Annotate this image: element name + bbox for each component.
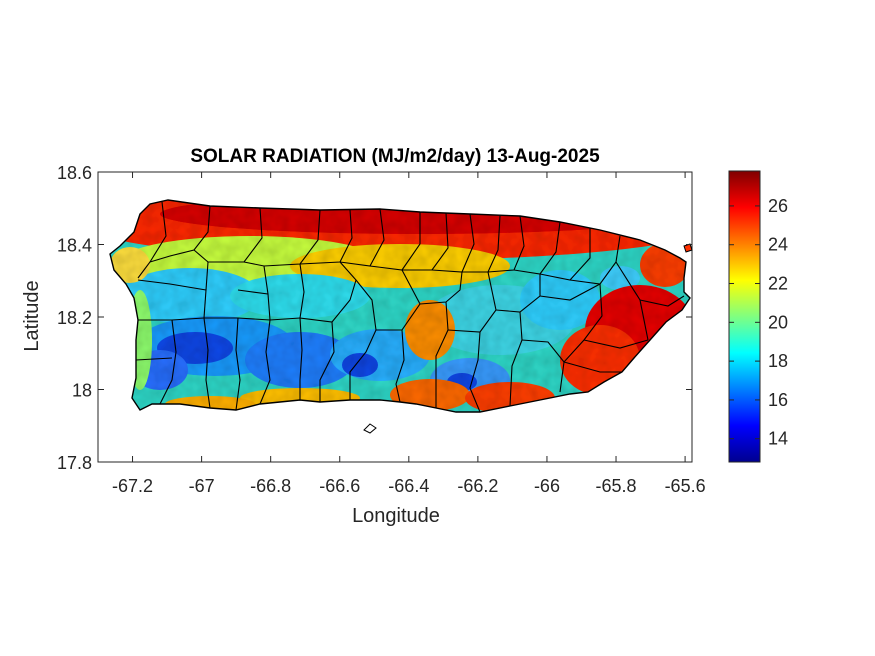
y-tick-label: 18 bbox=[72, 381, 92, 401]
colorbar-tick-label: 22 bbox=[768, 274, 788, 294]
x-axis-label: Longitude bbox=[352, 505, 440, 527]
x-tick-label: -66 bbox=[534, 476, 560, 496]
colorbar-tick-label: 18 bbox=[768, 351, 788, 371]
x-tick-label: -66.2 bbox=[457, 476, 498, 496]
x-tick-label: -66.6 bbox=[319, 476, 360, 496]
y-tick-label: 18.6 bbox=[57, 163, 92, 183]
y-tick-label: 18.2 bbox=[57, 308, 92, 328]
x-tick-label: -66.4 bbox=[388, 476, 429, 496]
x-tick-label: -66.8 bbox=[250, 476, 291, 496]
colorbar-tick-label: 14 bbox=[768, 429, 788, 449]
colorbar-tick-label: 24 bbox=[768, 235, 788, 255]
small-island bbox=[683, 243, 693, 253]
colorbar bbox=[728, 170, 761, 463]
x-axis: -67.2 -67 -66.8 -66.6 -66.4 -66.2 -66 -65.8 -65.… bbox=[112, 172, 706, 496]
colorbar-tick-label: 26 bbox=[768, 196, 788, 216]
colorbar-tick-label: 20 bbox=[768, 312, 788, 332]
x-tick-label: -67.2 bbox=[112, 476, 153, 496]
x-tick-label: -67 bbox=[189, 476, 215, 496]
municipality-boundaries bbox=[135, 201, 685, 413]
y-axis: 17.8 18 18.2 18.4 18.6 bbox=[57, 163, 692, 473]
colorbar-tick-label: 16 bbox=[768, 390, 788, 410]
y-tick-label: 17.8 bbox=[57, 453, 92, 473]
x-tick-label: -65.6 bbox=[665, 476, 706, 496]
x-tick-label: -65.8 bbox=[596, 476, 637, 496]
y-tick-label: 18.4 bbox=[57, 236, 92, 256]
colorbar-ticks: 14 16 18 20 22 24 26 bbox=[729, 196, 788, 449]
small-island bbox=[363, 423, 377, 434]
y-axis-label: Latitude bbox=[21, 280, 43, 351]
chart-title: SOLAR RADIATION (MJ/m2/day) 13-Aug-2025 bbox=[190, 146, 600, 167]
